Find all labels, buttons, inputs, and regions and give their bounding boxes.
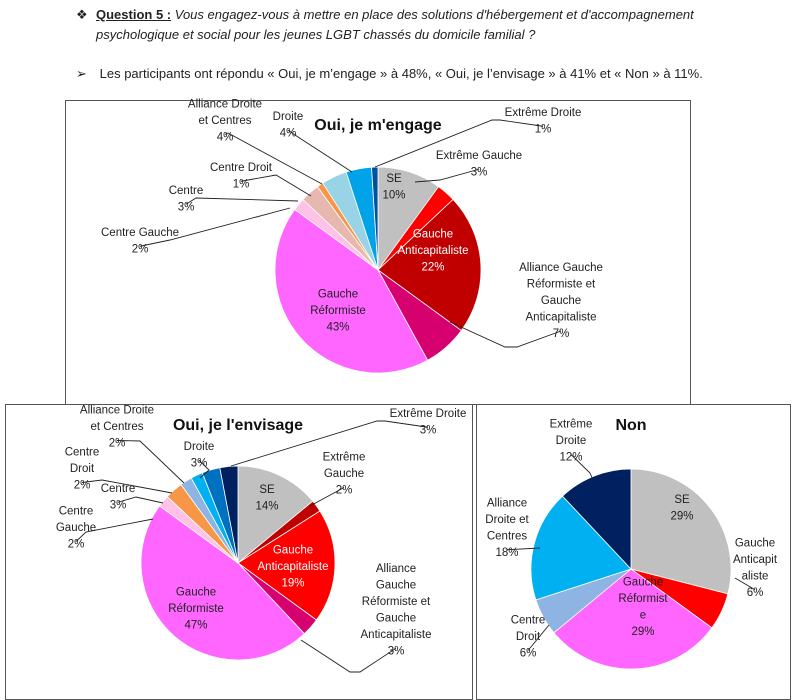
leader-line-non-centre-droit (527, 624, 550, 651)
leader-line-oui-je-l-envisage-alliance-gauche (300, 639, 397, 673)
slice-label-oui-je-m-engage-gauche-reformiste: Gauche Réformiste 43% (310, 289, 366, 334)
answer-line: ➢ Les participants ont répondu « Oui, je… (76, 66, 703, 82)
pie-slice-oui-je-l-envisage-gauche-anticapitaliste (237, 510, 336, 621)
chart-title-oui-je-m-engage: Oui, je m'engage (314, 117, 441, 134)
leader-line-oui-je-m-engage-extreme-gauche (414, 168, 480, 183)
question-label: Question 5 : (96, 7, 172, 22)
leader-line-oui-je-l-envisage-extreme-droite (230, 420, 429, 467)
chart-title-non: Non (615, 417, 646, 434)
leader-line-oui-je-l-envisage-droite (198, 459, 210, 479)
pie-slice-non-alliance-droite-et (530, 495, 632, 601)
leader-line-non-extreme-droite (570, 454, 594, 481)
pie-slice-non-se (630, 468, 732, 595)
slice-label-oui-je-m-engage-extreme-gauche: Extrême Gauche 3% (436, 150, 522, 179)
slice-label-non-extreme-droite: Extrême Droite 12% (550, 419, 593, 464)
pie-slice-oui-je-l-envisage-gauche-reformiste (140, 505, 305, 661)
pie-slice-oui-je-m-engage-extreme-droite (371, 166, 379, 271)
slice-label-oui-je-l-envisage-centre-droit: Centre Droit 2% (65, 447, 100, 492)
slice-label-oui-je-l-envisage-centre-gauche: Centre Gauche 2% (56, 506, 96, 551)
slice-label-oui-je-l-envisage-alliance-gauche: Alliance Gauche Réformiste et Gauche Anticap… (361, 563, 432, 658)
leader-line-oui-je-l-envisage-extreme-gauche (309, 487, 345, 507)
leader-line-oui-je-m-engage-alliance-gauche-reformiste-et (449, 321, 562, 348)
slice-label-oui-je-m-engage-centre-gauche: Centre Gauche 2% (101, 227, 179, 256)
slice-label-oui-je-l-envisage-alliance-droite-et-centres: Alliance Droite et Centres 2% (80, 405, 154, 450)
arrow-bullet-icon: ➢ (76, 66, 87, 81)
pie-slice-non-extreme-droite (561, 468, 632, 571)
leader-line-oui-je-m-engage-centre (185, 197, 299, 205)
leader-line-oui-je-m-engage-alliance-droite-et-centres (224, 132, 323, 185)
diamond-bullet-icon: ❖ (76, 7, 88, 22)
pie-slice-oui-je-m-engage-gauche-reformiste (274, 208, 429, 374)
leader-line-oui-je-l-envisage-alliance-droite-et-centres (116, 440, 185, 484)
slice-label-oui-je-l-envisage-extreme-gauche: Extrême Gauche 2% (323, 452, 366, 497)
pie-slice-non-gauche-reformist (553, 568, 713, 670)
slice-label-oui-je-m-engage-extreme-droite: Extrême Droite 1% (505, 107, 582, 136)
slice-label-oui-je-l-envisage-gauche-reformiste: Gauche Réformiste 47% (168, 587, 224, 632)
leader-line-oui-je-m-engage-centre-droit (240, 174, 312, 197)
question-text: Vous engagez-vous à mettre en place des … (96, 7, 694, 42)
leader-line-oui-je-l-envisage-centre-droit (81, 479, 173, 494)
slice-label-oui-je-l-envisage-gauche-anticapitaliste: Gauche Anticapitaliste 19% (258, 545, 329, 590)
slice-label-oui-je-l-envisage-centre: Centre 3% (101, 483, 136, 512)
slice-label-non-centre-droit: Centre Droit 6% (511, 615, 546, 660)
slice-label-oui-je-m-engage-gauche-anticapitaliste: Gauche Anticapitaliste 22% (398, 229, 469, 274)
slice-label-oui-je-l-envisage-extreme-droite: Extrême Droite 3% (390, 408, 467, 437)
slice-label-non-alliance-droite-et: Alliance Droite et Centres 18% (485, 497, 529, 559)
slice-label-oui-je-m-engage-alliance-gauche-reformiste-et: Alliance Gauche Réformiste et Gauche Antica… (519, 262, 603, 340)
slice-label-oui-je-l-envisage-se: SE 14% (255, 484, 278, 513)
pie-slice-oui-je-l-envisage-se (237, 465, 314, 564)
question-block: ❖ Question 5 : Vous engagez-vous à mettr… (76, 5, 776, 45)
answer-text: Les participants ont répondu « Oui, je m… (99, 66, 703, 81)
leader-line-non-alliance-droite-et (506, 547, 541, 551)
slice-label-non-gauche-anticapit: Gauche Anticapit aliste 6% (733, 537, 778, 599)
leader-line-oui-je-m-engage-droite (287, 129, 353, 173)
pie-slice-oui-je-m-engage-gauche-anticapitaliste (377, 198, 482, 332)
slice-label-oui-je-m-engage-se: SE 10% (382, 173, 405, 202)
leader-line-non-gauche-anticapit (734, 577, 756, 591)
leader-line-oui-je-l-envisage-centre-gauche (75, 518, 154, 542)
slice-label-oui-je-l-envisage-droite: Droite 3% (184, 441, 215, 470)
slice-label-non-se: SE 29% (670, 494, 693, 523)
chart-title-oui-je-l-envisage: Oui, je l'envisage (173, 417, 303, 434)
pie-slice-oui-je-l-envisage-extreme-droite (219, 465, 239, 564)
leader-line-oui-je-m-engage-extreme-droite (374, 119, 544, 168)
leader-line-oui-je-m-engage-centre-gauche (139, 207, 291, 247)
slice-label-oui-je-m-engage-centre-droit: Centre Droit 1% (210, 162, 273, 191)
slice-label-oui-je-m-engage-centre: Centre 3% (169, 185, 204, 214)
slice-label-oui-je-m-engage-alliance-droite-et-centres: Alliance Droite et Centres 4% (188, 99, 262, 144)
leader-line-oui-je-l-envisage-centre (117, 496, 164, 504)
slice-label-non-gauche-reformist: Gauche Réformist e 29% (618, 576, 668, 638)
slice-label-oui-je-m-engage-droite: Droite 4% (273, 111, 304, 140)
